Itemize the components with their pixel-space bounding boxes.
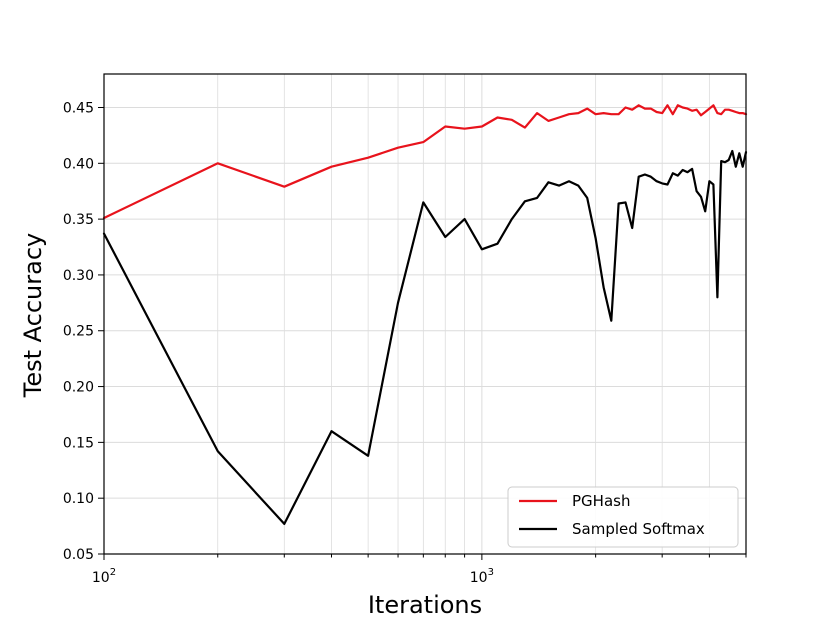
y-tick-label: 0.05 — [63, 547, 94, 563]
y-tick-label: 0.45 — [63, 100, 94, 116]
y-tick-label: 0.40 — [63, 156, 94, 172]
y-tick-label: 0.20 — [63, 380, 94, 396]
series-line-pghash — [102, 104, 748, 220]
series-lines — [102, 104, 748, 526]
legend-label-sampled-softmax: Sampled Softmax — [572, 520, 705, 538]
x-tick-label: 103 — [470, 567, 494, 586]
legend: PGHash Sampled Softmax — [507, 486, 739, 548]
y-tick-label: 0.25 — [63, 324, 94, 340]
y-tick-label: 0.10 — [63, 491, 94, 507]
grid-lines — [103, 74, 747, 555]
x-axis-title: Iterations — [368, 591, 482, 619]
y-tick-label: 0.15 — [63, 435, 94, 451]
plot-area-frame — [103, 73, 747, 555]
x-tick-label: 102 — [92, 567, 116, 586]
axis-ticks: 102 103 0.05 0.10 0.15 0.20 0.25 0.30 0.35 0.40 0.… — [63, 100, 747, 586]
y-tick-label: 0.35 — [63, 212, 94, 228]
legend-box — [507, 486, 739, 548]
series-line-sampled-softmax — [102, 149, 748, 526]
y-axis-title: Test Accuracy — [19, 233, 47, 398]
legend-label-pghash: PGHash — [572, 492, 630, 510]
y-tick-label: 0.30 — [63, 268, 94, 284]
